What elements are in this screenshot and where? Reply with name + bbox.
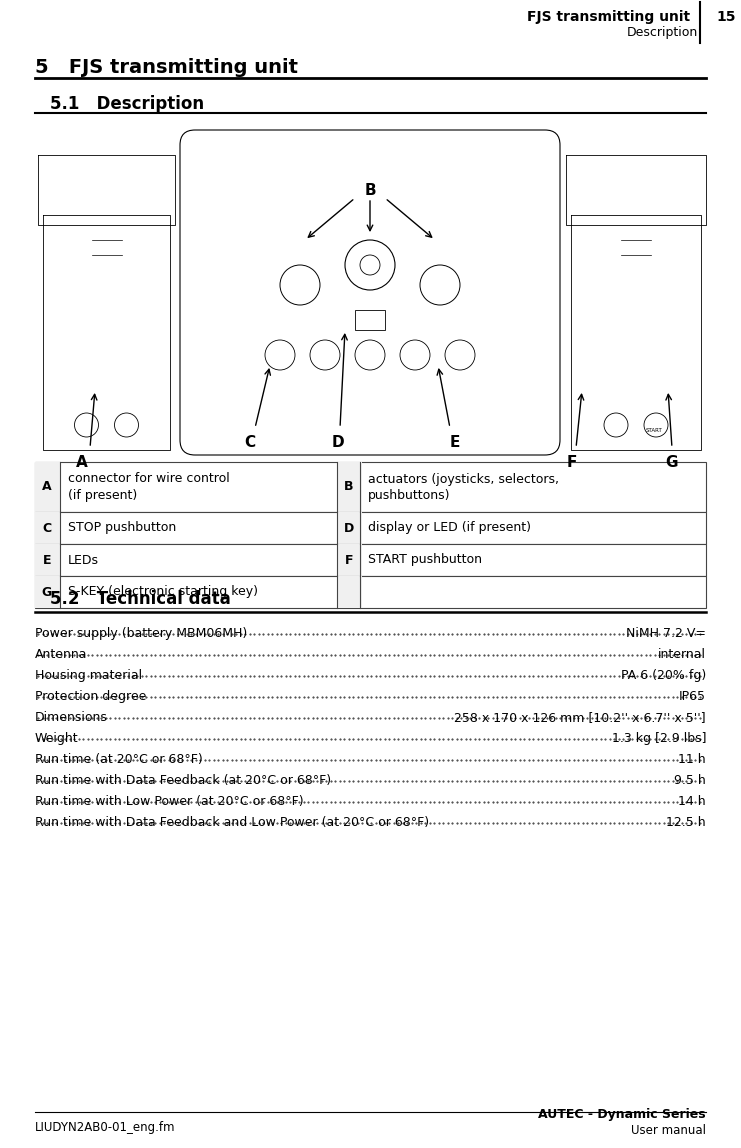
Bar: [337, 544, 362, 576]
Text: Description: Description: [627, 26, 698, 39]
Text: Housing material: Housing material: [35, 669, 142, 682]
FancyBboxPatch shape: [180, 130, 560, 455]
Text: F: F: [567, 455, 577, 470]
Bar: [35, 544, 60, 576]
Text: START: START: [645, 427, 662, 433]
Bar: [35, 576, 706, 608]
Text: 9.5 h: 9.5 h: [674, 774, 706, 788]
Text: D: D: [344, 521, 354, 535]
Text: PA 6 (20% fg): PA 6 (20% fg): [621, 669, 706, 682]
Text: A: A: [42, 481, 52, 494]
Bar: [35, 461, 706, 512]
Text: 11 h: 11 h: [678, 753, 706, 766]
Text: C: C: [245, 435, 256, 450]
Bar: [35, 461, 60, 512]
Text: C: C: [42, 521, 52, 535]
Text: Protection degree: Protection degree: [35, 690, 147, 703]
Text: Weight: Weight: [35, 732, 79, 745]
Bar: [35, 512, 706, 544]
Text: 5.2   Technical data: 5.2 Technical data: [50, 590, 230, 608]
Text: 12.5 h: 12.5 h: [666, 816, 706, 829]
Text: E: E: [450, 435, 460, 450]
Text: Run time (at 20°C or 68°F): Run time (at 20°C or 68°F): [35, 753, 203, 766]
Bar: [337, 512, 362, 544]
Text: display or LED (if present): display or LED (if present): [368, 521, 531, 535]
Text: internal: internal: [658, 647, 706, 661]
Text: Antenna: Antenna: [35, 647, 87, 661]
Text: G: G: [42, 585, 52, 598]
Text: connector for wire control: connector for wire control: [68, 473, 230, 486]
Text: LIUDYN2AB0-01_eng.fm: LIUDYN2AB0-01_eng.fm: [35, 1120, 176, 1134]
Text: Run time with Data Feedback and Low Power (at 20°C or 68°F): Run time with Data Feedback and Low Powe…: [35, 816, 429, 829]
Text: B: B: [364, 183, 376, 197]
Text: A: A: [76, 455, 88, 470]
Text: S-KEY (electronic starting key): S-KEY (electronic starting key): [68, 585, 258, 598]
Bar: [337, 576, 362, 608]
Text: FJS transmitting unit: FJS transmitting unit: [527, 10, 690, 24]
Text: 5   FJS transmitting unit: 5 FJS transmitting unit: [35, 59, 298, 77]
Text: NiMH 7.2 V=: NiMH 7.2 V=: [626, 627, 706, 639]
Text: G: G: [665, 455, 678, 470]
Text: F: F: [345, 553, 353, 566]
Text: Power supply (battery MBM06MH): Power supply (battery MBM06MH): [35, 627, 247, 639]
Text: pushbuttons): pushbuttons): [368, 489, 451, 502]
Text: D: D: [332, 435, 345, 450]
Text: actuators (joysticks, selectors,: actuators (joysticks, selectors,: [368, 473, 559, 486]
Text: Run time with Data Feedback (at 20°C or 68°F): Run time with Data Feedback (at 20°C or …: [35, 774, 331, 788]
Text: LEDs: LEDs: [68, 553, 99, 566]
Text: E: E: [43, 553, 51, 566]
Text: Dimensions: Dimensions: [35, 711, 108, 724]
Text: START pushbutton: START pushbutton: [368, 553, 482, 566]
Text: Run time with Low Power (at 20°C or 68°F): Run time with Low Power (at 20°C or 68°F…: [35, 796, 304, 808]
Text: 258 x 170 x 126 mm [10.2'' x 6.7'' x 5'']: 258 x 170 x 126 mm [10.2'' x 6.7'' x 5''…: [454, 711, 706, 724]
Text: B: B: [345, 481, 353, 494]
Bar: [337, 461, 362, 512]
Text: AUTEC - Dynamic Series: AUTEC - Dynamic Series: [539, 1108, 706, 1120]
Text: IP65: IP65: [679, 690, 706, 703]
Text: 14 h: 14 h: [678, 796, 706, 808]
Text: (if present): (if present): [68, 489, 137, 502]
Bar: [35, 512, 60, 544]
Text: 5.1   Description: 5.1 Description: [50, 95, 204, 113]
Text: 1.3 kg [2.9 lbs]: 1.3 kg [2.9 lbs]: [611, 732, 706, 745]
Text: User manual: User manual: [631, 1124, 706, 1137]
Bar: [355, 310, 385, 329]
Text: 15: 15: [717, 10, 736, 24]
Bar: [35, 544, 706, 576]
Bar: [35, 576, 60, 608]
Text: STOP pushbutton: STOP pushbutton: [68, 521, 176, 535]
